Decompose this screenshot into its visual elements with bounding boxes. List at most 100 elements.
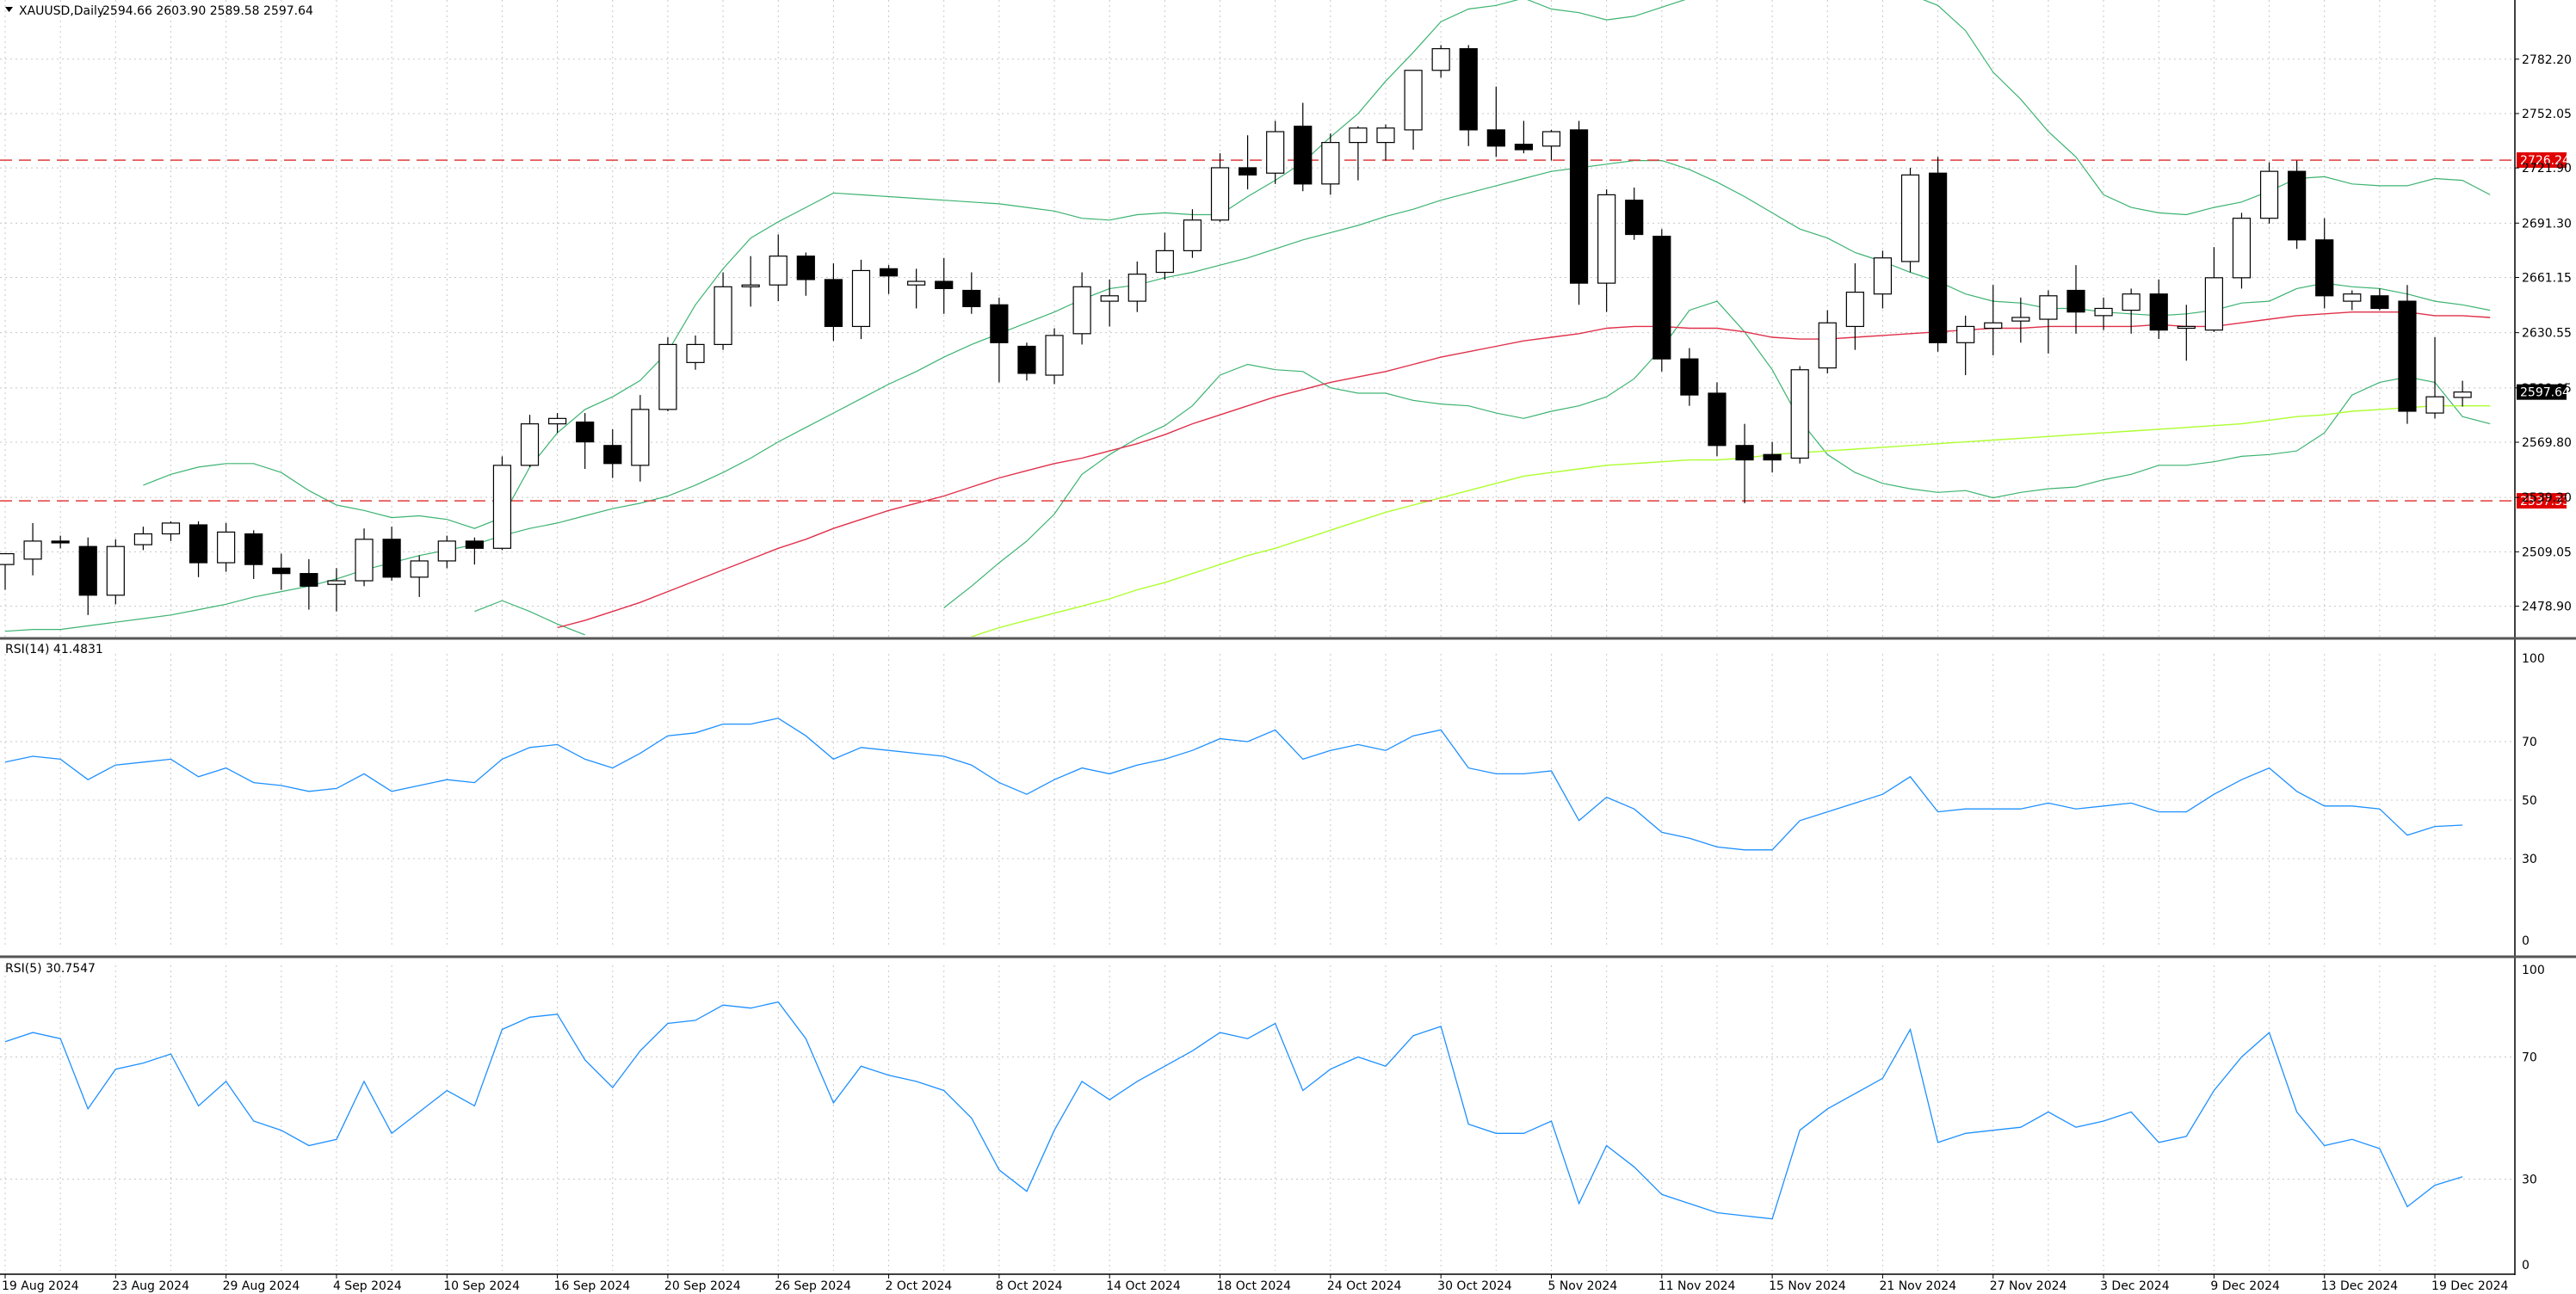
candle-body-bearish — [2370, 295, 2389, 310]
candle-body-bullish — [1155, 250, 1174, 274]
candle — [547, 413, 567, 434]
rsi-tick-label: 30 — [2522, 1174, 2537, 1187]
rsi14-line — [4, 718, 2463, 851]
candle-body-bearish — [1514, 144, 1534, 151]
candle-body-bullish — [1045, 335, 1064, 376]
candle-body-bullish — [1183, 219, 1202, 251]
candle-body-bullish — [1376, 127, 1395, 144]
candle — [133, 527, 152, 551]
candle — [217, 522, 236, 572]
axis-labels: 2782.20 2752.05 2721.90 2691.30 2661.15 2630.… — [2, 53, 2572, 1293]
current-price-tag — [2517, 384, 2567, 400]
chart-header: XAUUSD,Daily 2594.66 2603.90 2589.58 259… — [5, 4, 313, 18]
candle-body-bullish — [1100, 295, 1119, 302]
time-tick-label: 10 Sep 2024 — [443, 1279, 520, 1293]
candle-body-bullish — [2453, 391, 2472, 398]
bollinger-lower-line — [474, 600, 585, 636]
symbol-label: XAUUSD,Daily — [19, 4, 104, 18]
candle — [0, 552, 15, 590]
candle-body-bullish — [769, 256, 788, 286]
candle — [576, 413, 595, 470]
price-tick-label: 2478.90 — [2522, 601, 2572, 614]
candle — [935, 257, 954, 314]
time-tick-label: 3 Dec 2024 — [2100, 1279, 2170, 1293]
candle — [492, 456, 512, 551]
rsi-tick-label: 0 — [2522, 1259, 2530, 1272]
candle — [2149, 279, 2168, 340]
candle — [51, 535, 70, 549]
time-tick-label: 2 Oct 2024 — [886, 1279, 953, 1293]
rsi-tick-label: 100 — [2522, 652, 2545, 666]
price-tick-label: 2509.05 — [2522, 545, 2572, 559]
candle-body-bullish — [1790, 369, 1809, 459]
candle — [23, 522, 42, 576]
candle-body-bearish — [603, 445, 622, 465]
level-price-tag[interactable] — [2517, 493, 2567, 509]
candle-body-bullish — [2259, 170, 2279, 219]
time-tick-label: 26 Sep 2024 — [775, 1279, 851, 1293]
candle — [78, 537, 97, 615]
candle — [1486, 86, 1505, 157]
candle-body-bearish — [1017, 345, 1036, 374]
candle-body-bullish — [1210, 167, 1230, 221]
candle — [1956, 315, 1975, 376]
candle — [1100, 279, 1119, 327]
candle-body-bullish — [713, 286, 732, 345]
candle — [300, 558, 318, 610]
candle-body-bearish — [990, 304, 1009, 343]
horizontal-levels[interactable]: 2726.24 2537.33 — [0, 152, 2570, 509]
candle — [2094, 297, 2113, 330]
candle-body-bullish — [2177, 325, 2196, 330]
candle — [161, 521, 181, 541]
dropdown-triangle-icon[interactable] — [5, 7, 13, 12]
candle-body-bearish — [962, 289, 981, 307]
time-tick-label: 4 Sep 2024 — [333, 1279, 402, 1293]
candle-body-bearish — [2288, 170, 2307, 241]
candle-body-bearish — [2066, 289, 2085, 313]
candle — [2398, 285, 2417, 424]
candle-body-bullish — [1541, 131, 1561, 147]
candle — [1708, 382, 1727, 457]
candle — [2259, 162, 2279, 224]
candle-body-bullish — [2122, 293, 2140, 311]
candle-body-bullish — [1266, 131, 1285, 174]
candle — [796, 252, 815, 296]
candle — [327, 568, 346, 612]
candle — [1376, 124, 1395, 161]
candle-body-bullish — [355, 539, 374, 582]
candle-body-bearish — [2315, 239, 2334, 297]
candle — [2066, 265, 2085, 334]
rsi-tick-label: 30 — [2522, 853, 2537, 866]
candle — [1652, 229, 1671, 372]
candle — [1072, 272, 1091, 345]
candle-body-bullish — [1321, 142, 1340, 185]
candle — [990, 297, 1009, 383]
time-tick-label: 15 Nov 2024 — [1769, 1279, 1846, 1293]
candle-body-bullish — [1597, 194, 1616, 284]
candle — [1790, 366, 1809, 464]
candle-body-bullish — [410, 560, 429, 578]
candle-body-bearish — [465, 540, 484, 549]
time-tick-label: 20 Sep 2024 — [664, 1279, 741, 1293]
candle — [686, 335, 705, 370]
indicator-group — [4, 0, 2491, 637]
candle-body-bearish — [2149, 293, 2168, 331]
rsi14-title: RSI(14) 41.4831 — [5, 643, 103, 656]
bollinger-middle-line — [4, 160, 2491, 632]
time-tick-label: 21 Nov 2024 — [1879, 1279, 1956, 1293]
price-tick-label: 2630.55 — [2522, 327, 2572, 341]
candle-body-bearish — [1763, 453, 1782, 461]
candle-body-bearish — [1652, 236, 1671, 360]
level-price-tag[interactable] — [2517, 152, 2567, 169]
candle-body-bearish — [1486, 129, 1505, 147]
candle — [1569, 120, 1589, 305]
candle — [2370, 288, 2389, 311]
time-tick-label: 23 Aug 2024 — [112, 1279, 189, 1293]
candle — [2122, 288, 2140, 334]
candle-body-bullish — [1984, 322, 2003, 330]
candle-body-bullish — [741, 284, 760, 287]
candle — [1431, 45, 1450, 78]
time-tick-label: 29 Aug 2024 — [223, 1279, 300, 1293]
candle-body-bullish — [1431, 48, 1450, 71]
